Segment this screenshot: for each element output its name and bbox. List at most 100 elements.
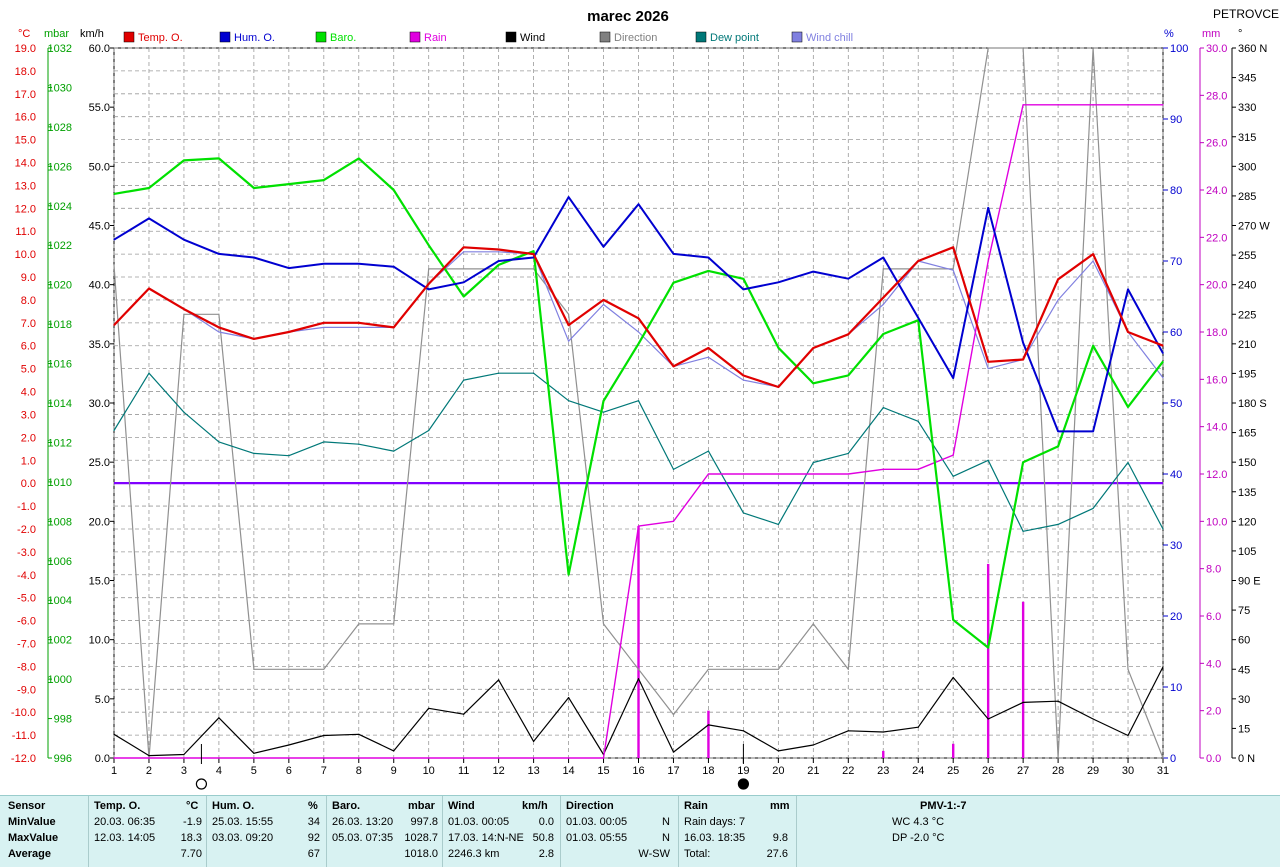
point-baro <box>1057 445 1059 447</box>
x-tick-label: 27 <box>1017 765 1029 777</box>
point-baro <box>498 264 500 266</box>
rain-tick-label: 8.0 <box>1206 564 1221 576</box>
hum-tick-label: 100 <box>1170 43 1188 55</box>
rain-tick-label: 12.0 <box>1206 469 1227 481</box>
point-direction <box>463 268 465 270</box>
hum-tick-label: 90 <box>1170 114 1182 126</box>
rain-tick-label: 14.0 <box>1206 422 1227 434</box>
legend-swatch <box>409 31 421 43</box>
temp-tick-label: 3.0 <box>21 409 36 421</box>
wind-tick-label: 35.0 <box>89 339 110 351</box>
point-dew-point <box>637 400 640 402</box>
dir-tick-label: 75 <box>1238 605 1250 617</box>
x-tick-label: 4 <box>216 765 222 777</box>
hum-tick-label: 60 <box>1170 327 1182 339</box>
point-direction <box>1162 757 1164 759</box>
stats-header-pmv: PMV-1:-7 <box>920 800 967 812</box>
point-temp-o <box>567 324 570 326</box>
point-rain-cumulative <box>1092 104 1094 106</box>
point-direction <box>323 668 325 670</box>
point-baro <box>428 244 430 246</box>
legend-swatch <box>315 31 327 43</box>
baro-axis-unit: mbar <box>44 28 69 40</box>
wind-axis-unit: km/h <box>80 28 104 40</box>
point-temp-o <box>218 326 220 329</box>
temp-tick-label: 12.0 <box>15 203 36 215</box>
point-hum-o <box>463 281 465 283</box>
point-temp-o <box>393 326 395 329</box>
stats-max-dir-dt: 01.03. 05:55 <box>566 832 628 844</box>
stats-min-dir-dt: 01.03. 00:05 <box>566 816 628 828</box>
point-dew-point <box>742 512 745 514</box>
rain-tick-label: 30.0 <box>1206 43 1227 55</box>
point-baro <box>812 382 814 384</box>
point-temp-o <box>777 386 779 388</box>
legend-label: Temp. O. <box>138 32 183 44</box>
dir-tick-label: 150 <box>1238 457 1256 469</box>
dir-tick-label: 345 <box>1238 73 1256 85</box>
point-wind-chill <box>1162 377 1164 379</box>
point-dew-point <box>393 450 395 452</box>
x-tick-label: 17 <box>667 765 679 777</box>
dir-tick-label: 285 <box>1238 191 1256 203</box>
rain-axis-unit: mm <box>1202 28 1220 40</box>
hum-tick-label: 20 <box>1170 611 1182 623</box>
rain-tick-label: 26.0 <box>1206 138 1227 150</box>
stats-header-wind: Wind <box>448 800 475 812</box>
point-dew-point <box>218 441 220 443</box>
temp-tick-label: -11.0 <box>12 730 36 742</box>
point-temp-o <box>113 324 115 326</box>
point-baro <box>602 400 605 402</box>
point-wind <box>812 744 814 746</box>
temp-tick-label: -10.0 <box>11 707 36 719</box>
stats-avg-temp-value: 7.70 <box>180 848 202 860</box>
x-tick-label: 3 <box>181 765 187 777</box>
stats-header-sensor: Sensor <box>8 800 46 812</box>
point-dew-point <box>567 400 570 402</box>
point-rain-cumulative <box>1127 104 1129 106</box>
hum-axis-unit: % <box>1164 28 1174 40</box>
wind-tick-label: 55.0 <box>89 102 110 114</box>
point-baro <box>987 646 989 649</box>
point-wind-chill <box>987 368 989 370</box>
dir-tick-label: 270 W <box>1238 221 1270 233</box>
stats-min-baro-dt: 26.03. 13:20 <box>332 816 394 828</box>
point-hum-o <box>358 263 360 265</box>
point-hum-o <box>1162 352 1164 354</box>
point-rain-cumulative <box>1057 104 1059 106</box>
point-rain-cumulative <box>393 757 395 759</box>
point-baro <box>358 157 360 160</box>
rain-bar-day-27 <box>1021 601 1025 758</box>
point-hum-o <box>917 317 919 319</box>
point-temp-o <box>183 308 185 310</box>
point-rain-cumulative <box>602 757 605 759</box>
dir-tick-label: 15 <box>1238 723 1250 735</box>
stats-min-temp-dt: 20.03. 06:35 <box>94 816 156 828</box>
point-temp-o <box>253 338 255 340</box>
point-wind-chill <box>323 326 325 329</box>
stats-max-wind-value: 50.8 <box>532 832 554 844</box>
point-wind <box>323 734 325 737</box>
point-direction <box>498 268 500 270</box>
point-wind <box>707 724 710 726</box>
hum-tick-label: 50 <box>1170 398 1182 410</box>
baro-tick-label: 1032 <box>48 43 72 55</box>
point-rain-cumulative <box>707 473 710 475</box>
wind-tick-label: 45.0 <box>89 221 110 233</box>
temp-tick-label: 14.0 <box>15 158 36 170</box>
rain-tick-label: 22.0 <box>1206 232 1227 244</box>
point-direction <box>777 668 779 670</box>
point-baro <box>113 193 115 195</box>
x-tick-label: 9 <box>391 765 397 777</box>
stats-max-baro-dt: 05.03. 07:35 <box>332 832 394 844</box>
wind-tick-label: 15.0 <box>89 576 110 588</box>
rain-bar-day-23 <box>882 750 885 758</box>
point-direction <box>218 313 220 315</box>
point-wind <box>498 679 500 681</box>
temp-tick-label: -8.0 <box>17 661 36 673</box>
point-rain-cumulative <box>882 468 884 470</box>
baro-tick-label: 1016 <box>48 359 72 371</box>
temp-tick-label: -1.0 <box>17 501 36 513</box>
point-dew-point <box>882 406 884 409</box>
point-wind <box>533 740 535 743</box>
